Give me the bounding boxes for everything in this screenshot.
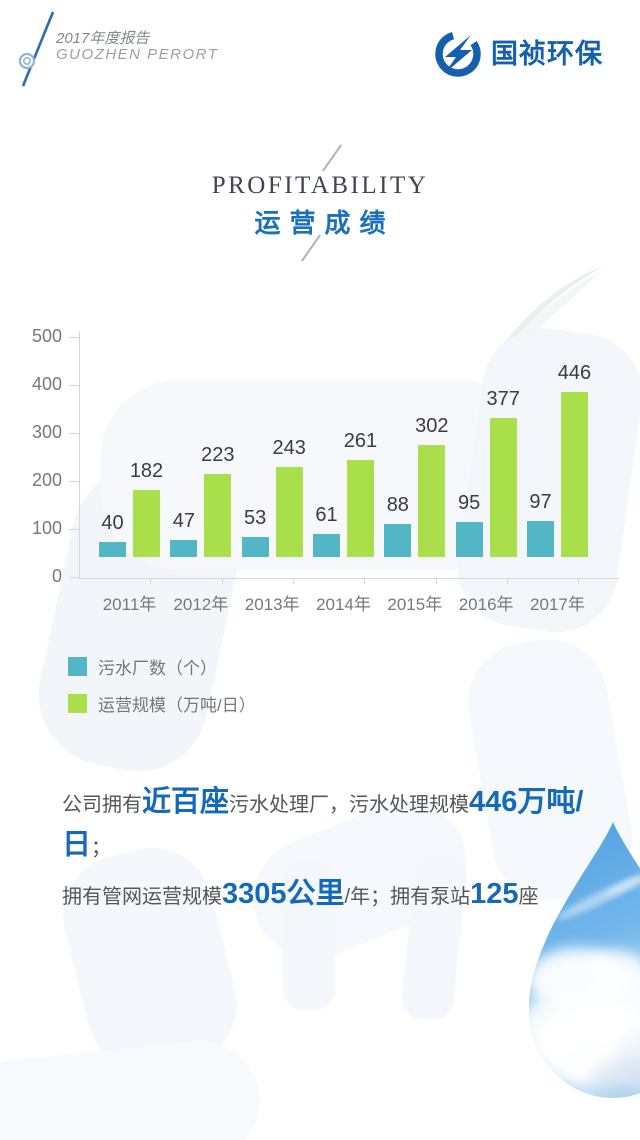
y-axis-label: 400 [31, 374, 62, 394]
x-axis-tick [292, 579, 294, 584]
legend-swatch [68, 694, 87, 713]
bar-value-label: 53 [244, 507, 267, 529]
swoosh-decoration [506, 266, 604, 340]
bar-value-label: 40 [101, 512, 124, 534]
summary-segment: 污水处理厂，污水处理规模 [229, 794, 470, 816]
summary-highlight: 446万吨/日 [62, 786, 584, 861]
y-axis-label: 500 [31, 326, 62, 346]
bar-plants [384, 524, 412, 557]
x-axis-tick [578, 579, 580, 584]
summary-segment: 公司拥有 [62, 794, 142, 816]
bar-plants [99, 542, 126, 557]
legend-swatch [68, 657, 87, 676]
x-axis-label: 2012年 [173, 595, 229, 614]
bar-value-label: 61 [315, 504, 338, 526]
bar-value-label: 243 [272, 437, 306, 459]
water-drop-image [529, 822, 640, 1098]
y-axis-tick [69, 433, 79, 434]
summary-segment: 拥有管网运营规模 [62, 886, 222, 908]
bar-value-label: 95 [458, 492, 481, 514]
x-axis-tick [221, 579, 223, 584]
x-axis-label: 2013年 [244, 595, 300, 614]
x-axis-tick [435, 579, 437, 584]
legend-label: 运营规模（万吨/日） [98, 696, 256, 715]
bar-capacity [204, 474, 232, 557]
pin-needle-icon [18, 11, 55, 87]
summary-line: 拥有管网运营规模3305公里/年；拥有泵站125座 [62, 874, 602, 917]
x-axis-line [79, 578, 619, 579]
watermark-blob [283, 860, 335, 1010]
bar-value-label: 261 [343, 430, 378, 452]
y-axis-tick [69, 529, 79, 530]
bar-plants [455, 522, 483, 557]
legend-item: 运营规模（万吨/日） [68, 691, 256, 716]
bar-capacity [346, 460, 374, 557]
bar-plants [312, 534, 340, 557]
report-title-cn: 2017年度报告 [56, 30, 150, 47]
x-axis-label: 2017年 [530, 595, 585, 614]
summary-highlight: 近百座 [142, 786, 230, 818]
summary-segment: ； [91, 837, 112, 859]
y-axis-line [79, 331, 80, 579]
legend-label: 污水厂数（个） [98, 659, 217, 678]
x-axis-tick [150, 579, 152, 584]
y-axis-tick [69, 577, 79, 578]
legend-item: 污水厂数（个） [68, 654, 256, 679]
bar-value-label: 446 [557, 362, 592, 384]
summary-text: 公司拥有近百座污水处理厂，污水处理规模446万吨/日； 拥有管网运营规模3305公… [62, 782, 602, 923]
bar-value-label: 302 [415, 415, 449, 437]
bar-capacity [275, 467, 303, 557]
y-axis-label: 100 [31, 518, 62, 538]
bar-value-label: 88 [386, 494, 409, 516]
bar-plants [241, 537, 269, 557]
bar-value-label: 97 [529, 491, 552, 513]
section-title-en: PROFITABILITY [211, 172, 429, 199]
y-axis-tick [69, 337, 79, 338]
summary-highlight: 3305公里 [222, 878, 345, 910]
x-axis-label: 2011年 [102, 595, 157, 614]
bar-plants [526, 521, 554, 557]
bar-value-label: 47 [172, 510, 195, 532]
bar-value-label: 182 [129, 460, 164, 482]
report-title-en: GUOZHEN PERORT [56, 46, 219, 63]
bar-capacity [418, 445, 446, 557]
bar-value-label: 223 [201, 444, 235, 466]
bar-value-label: 377 [486, 388, 520, 410]
x-axis-label: 2014年 [316, 595, 371, 614]
y-axis-tick [69, 481, 79, 482]
y-axis-tick [69, 385, 79, 386]
x-axis-label: 2015年 [387, 595, 443, 614]
bar-capacity [489, 418, 517, 557]
x-axis-tick [364, 579, 366, 584]
x-axis-label: 2016年 [458, 595, 514, 614]
summary-segment: /年；拥有泵站 [344, 886, 471, 908]
bar-plants [170, 540, 198, 557]
summary-line: 公司拥有近百座污水处理厂，污水处理规模446万吨/日； [62, 782, 602, 868]
company-logo: 国祯环保 [433, 29, 603, 79]
summary-highlight: 125 [470, 878, 519, 910]
summary-segment: 座 [518, 886, 539, 908]
chart-legend: 污水厂数（个） 运营规模（万吨/日） [68, 654, 256, 728]
logo-mark-icon [435, 31, 481, 77]
logo-text: 国祯环保 [491, 39, 603, 69]
section-title-cn: 运营成绩 [254, 208, 395, 238]
y-axis-label: 0 [51, 566, 62, 586]
bar-capacity [560, 392, 588, 557]
y-axis-label: 200 [31, 470, 62, 490]
x-axis-tick [506, 579, 508, 584]
bar-capacity [133, 490, 160, 557]
y-axis-label: 300 [31, 422, 62, 442]
